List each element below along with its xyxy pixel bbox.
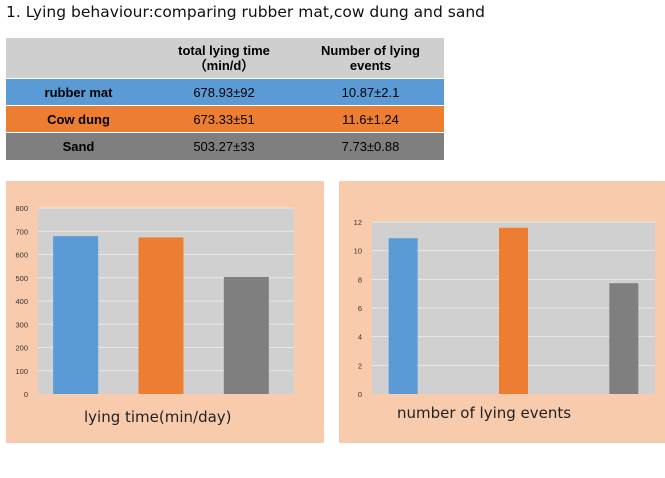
lying-events-y-tick-label: 12 — [354, 218, 362, 227]
header-lying-time-line2: （min/d） — [193, 58, 255, 73]
lying-time-y-tick-label: 800 — [15, 204, 28, 213]
lying-time-bar-sand — [223, 276, 269, 394]
lying-time-bar-cow-dung — [138, 237, 184, 394]
lying-time-y-tick-label: 300 — [15, 320, 28, 329]
table-header-lying-time: total lying time （min/d） — [151, 38, 297, 79]
table-cell-lying-time: 678.93±92 — [151, 78, 297, 106]
table-cell-events: 10.87±2.1 — [297, 78, 444, 106]
lying-time-y-tick-label: 0 — [24, 390, 28, 399]
table-header-empty — [6, 38, 151, 79]
lying-time-y-tick-label: 200 — [15, 344, 28, 353]
lying-events-bar-rubber-mat — [388, 238, 418, 394]
table-row-cow-dung: Cow dung 673.33±51 11.6±1.24 — [6, 105, 444, 133]
lying-time-y-tick-label: 600 — [15, 251, 28, 260]
lying-time-chart: 0 100 200 300 400 500 600 700 800 — [15, 204, 294, 399]
table-cell-events: 7.73±0.88 — [297, 132, 444, 160]
table-cell-lying-time: 503.27±33 — [151, 132, 297, 160]
header-events-line1: Number of lying — [321, 43, 420, 58]
lying-events-y-tick-label: 10 — [354, 247, 362, 256]
lying-time-bar-rubber-mat — [53, 236, 99, 394]
lying-events-chart: 0 2 4 6 8 10 12 — [354, 218, 655, 399]
lying-time-y-tick-label: 700 — [15, 227, 28, 236]
table-cell-events: 11.6±1.24 — [297, 105, 444, 133]
table-row-rubber-mat: rubber mat 678.93±92 10.87±2.1 — [6, 78, 444, 106]
table-row-sand: Sand 503.27±33 7.73±0.88 — [6, 132, 444, 160]
lying-time-y-tick-label: 400 — [15, 297, 28, 306]
header-events-line2: events — [349, 58, 392, 73]
lying-time-chart-panel: 0 100 200 300 400 500 600 700 800 lying time(min… — [6, 181, 324, 443]
table-cell-lying-time: 673.33±51 — [151, 105, 297, 133]
table-cell-name: Cow dung — [6, 105, 151, 133]
lying-events-y-tick-label: 2 — [358, 361, 362, 370]
summary-table: total lying time （min/d） Number of lying… — [6, 38, 444, 160]
lying-events-y-tick-label: 0 — [358, 390, 362, 399]
table-header-row: total lying time （min/d） Number of lying… — [6, 38, 444, 79]
lying-events-y-tick-label: 4 — [358, 333, 362, 342]
lying-events-bar-sand — [609, 283, 639, 394]
table-header-events: Number of lying events — [297, 38, 444, 79]
lying-events-chart-panel: 0 2 4 6 8 10 12 number of lying events — [339, 181, 665, 443]
table-cell-name: Sand — [6, 132, 151, 160]
lying-time-y-tick-label: 100 — [15, 367, 28, 376]
lying-events-bar-cow-dung — [499, 227, 528, 394]
page-title: 1. Lying behaviour:comparing rubber mat,… — [6, 3, 486, 21]
lying-events-chart-xlabel: number of lying events — [397, 404, 572, 422]
lying-time-chart-xlabel: lying time(min/day) — [84, 408, 232, 426]
header-lying-time-line1: total lying time — [178, 43, 270, 58]
table-cell-name: rubber mat — [6, 78, 151, 106]
lying-events-y-tick-label: 8 — [358, 275, 362, 284]
lying-time-y-tick-label: 500 — [15, 274, 28, 283]
lying-events-y-tick-label: 6 — [358, 304, 362, 313]
